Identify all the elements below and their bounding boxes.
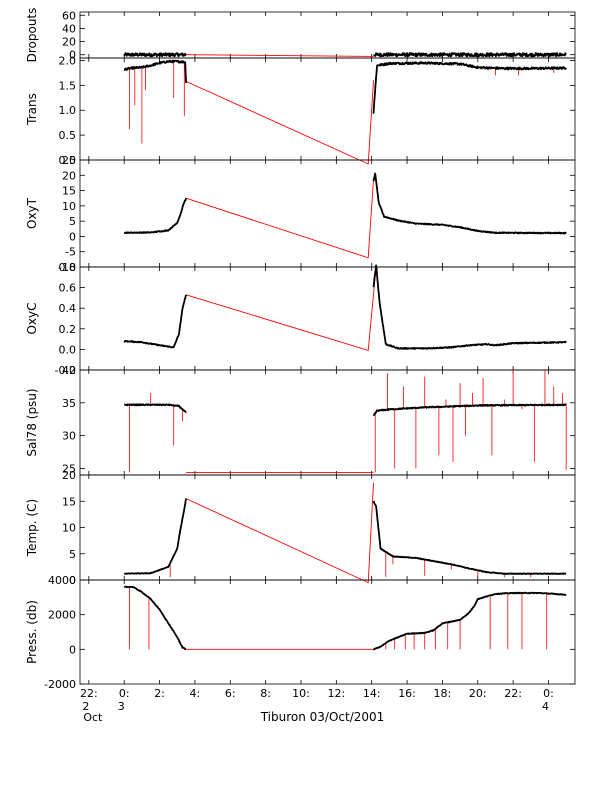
y-tick-label: 60 bbox=[62, 9, 76, 22]
y-tick-label: 25 bbox=[62, 154, 76, 167]
data-series bbox=[123, 294, 187, 349]
y-axis-label: Temp. (C) bbox=[25, 499, 39, 557]
data-series bbox=[372, 403, 567, 417]
y-tick-label: 20 bbox=[62, 36, 76, 49]
x-tick-sublabel: 2 bbox=[82, 700, 89, 713]
x-tick-label: 22: bbox=[504, 687, 522, 700]
panel-frame bbox=[79, 266, 576, 371]
data-series bbox=[123, 52, 187, 58]
y-tick-label: 0.8 bbox=[59, 261, 77, 274]
y-tick-label: -2000 bbox=[44, 678, 76, 691]
y-tick-label: -5 bbox=[65, 246, 76, 259]
panel-frame bbox=[79, 369, 576, 476]
flagged-line bbox=[185, 482, 374, 584]
y-tick-label: 40 bbox=[62, 364, 76, 377]
y-tick-label: 0 bbox=[69, 230, 76, 243]
x-tick-label: 6: bbox=[225, 687, 236, 700]
flagged-line bbox=[185, 266, 377, 351]
panel-frame bbox=[79, 11, 576, 59]
panel-frame bbox=[79, 579, 576, 685]
x-tick-label: 0: bbox=[543, 687, 554, 700]
y-tick-label: 15 bbox=[62, 185, 76, 198]
data-series bbox=[123, 498, 187, 575]
y-tick-label: 1.0 bbox=[59, 104, 77, 117]
x-tick-label: 10: bbox=[292, 687, 310, 700]
flagged-line bbox=[186, 54, 374, 57]
y-tick-label: 30 bbox=[62, 430, 76, 443]
data-series bbox=[372, 61, 567, 114]
data-series bbox=[123, 403, 187, 414]
y-tick-label: -0.2 bbox=[55, 364, 76, 377]
data-series bbox=[123, 59, 187, 83]
y-tick-label: 4000 bbox=[48, 574, 76, 587]
y-tick-label: 10 bbox=[62, 200, 76, 213]
data-series bbox=[372, 264, 567, 350]
y-tick-label: 15 bbox=[62, 495, 76, 508]
x-tick-sublabel: 3 bbox=[118, 700, 125, 713]
x-tick-sublabel: 4 bbox=[542, 700, 549, 713]
data-series bbox=[372, 172, 567, 235]
y-tick-label: 1.5 bbox=[59, 79, 77, 92]
y-tick-label: 40 bbox=[62, 22, 76, 35]
y-tick-label: 5 bbox=[69, 548, 76, 561]
y-tick-label: 20 bbox=[62, 469, 76, 482]
x-tick-sublabel: Oct bbox=[83, 711, 103, 724]
y-tick-label: 0.5 bbox=[59, 129, 77, 142]
x-tick-label: 16: bbox=[398, 687, 416, 700]
y-tick-label: 2.0 bbox=[59, 54, 77, 67]
y-tick-label: 20 bbox=[62, 169, 76, 182]
x-tick-label: 2: bbox=[154, 687, 165, 700]
x-tick-label: 8: bbox=[260, 687, 271, 700]
y-tick-label: 10 bbox=[62, 522, 76, 535]
y-axis-label: Sal78 (psu) bbox=[25, 388, 39, 456]
y-axis-label: Trans bbox=[25, 93, 39, 126]
panel-frame bbox=[79, 57, 576, 161]
y-tick-label: 0 bbox=[69, 574, 76, 587]
x-tick-label: 14: bbox=[363, 687, 381, 700]
y-tick-label: 0 bbox=[69, 643, 76, 656]
y-axis-label: OxyC bbox=[25, 302, 39, 334]
y-tick-label: 35 bbox=[62, 397, 76, 410]
x-tick-label: 22: bbox=[80, 687, 98, 700]
y-tick-label: 0.2 bbox=[59, 323, 77, 336]
y-tick-label: 25 bbox=[62, 462, 76, 475]
x-axis-title: Tiburon 03/Oct/2001 bbox=[260, 710, 385, 724]
x-tick-label: 0: bbox=[119, 687, 130, 700]
panel-frame bbox=[79, 159, 576, 268]
x-tick-label: 12: bbox=[327, 687, 345, 700]
y-tick-label: 0 bbox=[69, 49, 76, 62]
data-series bbox=[372, 500, 567, 575]
y-tick-label: -10 bbox=[58, 261, 76, 274]
x-tick-label: 18: bbox=[434, 687, 452, 700]
data-series bbox=[373, 591, 567, 651]
flagged-line bbox=[185, 80, 374, 165]
x-tick-label: 4: bbox=[190, 687, 201, 700]
y-tick-label: 0.6 bbox=[59, 282, 77, 295]
y-tick-label: 5 bbox=[69, 215, 76, 228]
y-tick-label: 0.0 bbox=[59, 343, 77, 356]
y-axis-label: OxyT bbox=[25, 197, 39, 229]
x-tick-label: 20: bbox=[469, 687, 487, 700]
y-axis-label: Dropouts bbox=[25, 8, 39, 63]
data-series bbox=[373, 52, 567, 58]
y-tick-label: 0.4 bbox=[59, 302, 77, 315]
y-tick-label: 2000 bbox=[48, 609, 76, 622]
data-series bbox=[123, 585, 187, 651]
y-tick-label: 0.0 bbox=[59, 154, 77, 167]
flagged-line bbox=[185, 179, 374, 259]
data-series bbox=[123, 197, 187, 235]
y-axis-label: Press. (db) bbox=[25, 600, 39, 664]
